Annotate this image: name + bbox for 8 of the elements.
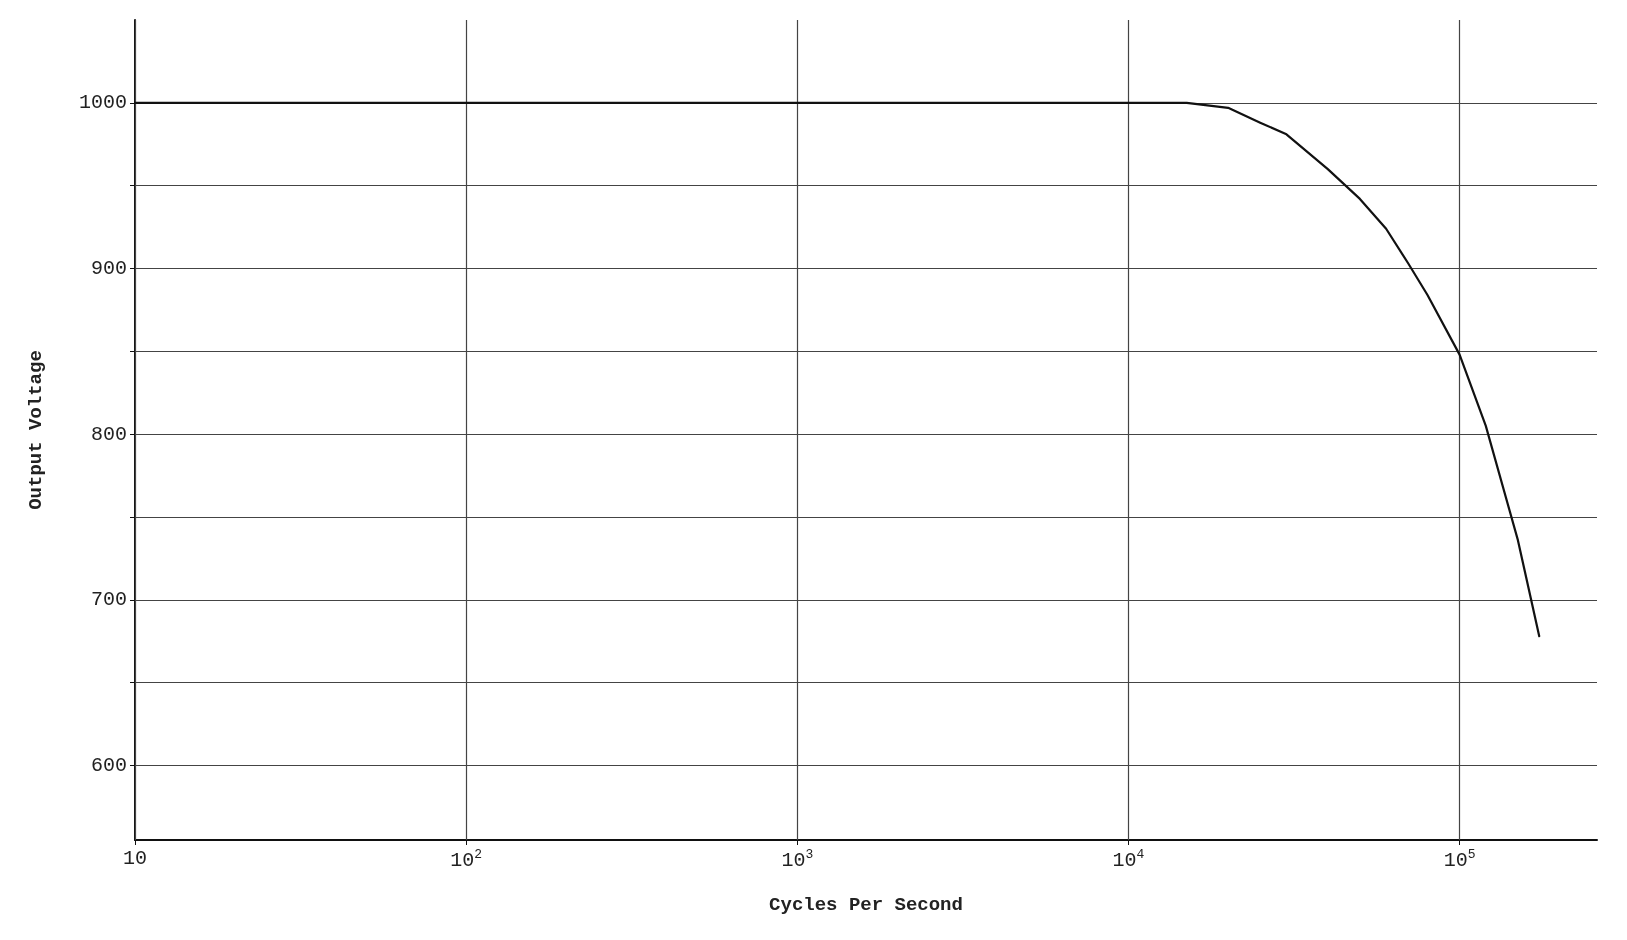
y-tick-label: 600 — [90, 753, 127, 777]
y-tick-label: 800 — [90, 422, 127, 446]
y-axis-title: Output Voltage — [24, 350, 47, 510]
y-tick-label: 700 — [90, 588, 127, 612]
x-tick-label: 10 — [122, 846, 148, 870]
y-tick-label: 1000 — [78, 91, 127, 115]
y-tick-label: 900 — [90, 256, 127, 280]
x-axis-title: Cycles Per Second — [769, 893, 963, 916]
